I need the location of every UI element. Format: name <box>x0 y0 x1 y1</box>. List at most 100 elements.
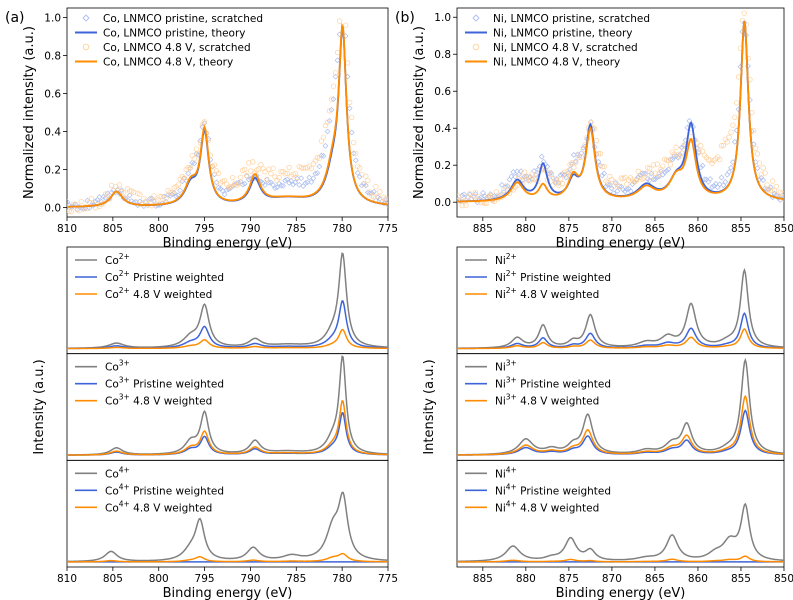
legend-label: Ni, LNMCO 4.8 V, theory <box>493 57 620 69</box>
data-point <box>193 150 200 157</box>
data-point <box>102 195 109 201</box>
data-point <box>516 174 522 180</box>
data-point <box>707 157 713 163</box>
data-point <box>344 60 351 66</box>
data-point <box>732 114 738 120</box>
y-tick-label: 1.0 <box>434 12 451 24</box>
data-point <box>361 181 367 187</box>
data-point <box>78 198 84 205</box>
data-point <box>332 70 339 76</box>
plot-frame <box>456 246 785 355</box>
data-point <box>108 182 115 189</box>
data-point <box>304 179 311 186</box>
data-point <box>510 169 517 175</box>
data-point <box>356 173 363 180</box>
data-point <box>506 176 513 183</box>
data-point <box>324 128 331 135</box>
data-point <box>334 49 341 56</box>
data-point <box>375 193 381 199</box>
y-tick-label: 0.4 <box>44 127 61 139</box>
data-point <box>165 187 171 194</box>
data-point <box>245 176 252 183</box>
data-point <box>286 164 292 171</box>
data-point <box>185 170 192 177</box>
legend-marker <box>472 14 480 22</box>
x-tick-label: 775 <box>378 223 398 235</box>
x-tick-label: 865 <box>645 223 665 235</box>
data-point <box>342 22 349 28</box>
data-point <box>352 157 359 164</box>
data-point <box>762 170 768 176</box>
y-axis-label: Intensity (a.u.) <box>422 359 437 454</box>
data-point <box>593 138 600 144</box>
y-tick-label: 0.6 <box>434 86 451 98</box>
x-tick-label: 805 <box>103 573 123 585</box>
x-axis-label: Binding energy (eV) <box>163 236 293 251</box>
data-point <box>552 176 558 183</box>
data-point <box>777 189 783 195</box>
data-point <box>734 100 740 106</box>
data-point <box>463 202 469 208</box>
data-point <box>373 184 379 190</box>
data-point <box>523 173 530 180</box>
legend-label: Ni4+ 4.8 V weighted <box>495 499 599 514</box>
data-point <box>645 164 651 171</box>
data-point <box>351 139 357 146</box>
data-point <box>718 174 725 181</box>
x-tick-label: 810 <box>57 223 77 235</box>
data-point <box>686 118 693 124</box>
series-state <box>67 252 388 349</box>
data-point <box>296 181 303 188</box>
data-point <box>601 163 607 170</box>
data-point <box>722 179 729 185</box>
data-point <box>221 191 228 198</box>
panel-b-top: 0.0 0.2 0.4 0.6 0.8 1.0 885 880 875 870 865 860 855 8… <box>395 7 793 251</box>
data-point <box>213 168 220 174</box>
legend: Co, LNMCO pristine, scratched Co, LNMCO p… <box>75 13 263 69</box>
data-point <box>278 169 284 175</box>
x-tick-label: 780 <box>332 573 352 585</box>
data-point <box>183 177 190 184</box>
data-point <box>715 154 721 160</box>
data-point <box>550 182 556 188</box>
data-point <box>173 193 180 200</box>
legend: Ni3+ Ni3+ Pristine weighted Ni3+ 4.8 V wei… <box>465 359 611 408</box>
data-point <box>183 166 189 172</box>
data-point <box>731 138 738 145</box>
data-point <box>193 146 199 152</box>
data-point <box>771 190 778 197</box>
data-point <box>125 186 131 192</box>
data-point <box>697 164 704 171</box>
series-state <box>457 267 784 349</box>
data-point <box>557 176 564 182</box>
data-point <box>571 164 577 170</box>
legend-label: Ni2+ <box>495 252 517 267</box>
data-point <box>724 171 731 178</box>
data-point <box>673 144 679 150</box>
legend-label: Co4+ <box>105 465 130 480</box>
data-point <box>308 179 315 185</box>
data-point <box>751 128 757 134</box>
data-point <box>771 187 778 194</box>
data-point <box>349 114 355 121</box>
data-point <box>362 182 369 189</box>
data-point <box>177 176 183 182</box>
legend-label: Ni2+ Pristine weighted <box>495 269 611 284</box>
x-tick-label: 780 <box>332 223 352 235</box>
data-point <box>745 55 751 62</box>
data-point <box>312 170 319 177</box>
data-point <box>467 191 473 197</box>
data-point <box>656 171 662 177</box>
data-point <box>272 174 278 180</box>
data-point <box>523 176 530 182</box>
x-tick-label: 870 <box>602 223 622 235</box>
data-point <box>552 179 558 186</box>
data-point <box>86 199 93 205</box>
panel-label: (b) <box>395 10 415 26</box>
data-point <box>141 195 147 202</box>
legend-label: Ni3+ <box>495 359 517 374</box>
data-point <box>614 188 621 195</box>
panel-b-bottom: Ni2+ Ni2+ Pristine weighted Ni2+ 4.8 V wei… <box>422 246 793 600</box>
data-point <box>306 174 313 181</box>
subplot-1: Ni2+ Ni2+ Pristine weighted Ni2+ 4.8 V wei… <box>456 246 785 355</box>
